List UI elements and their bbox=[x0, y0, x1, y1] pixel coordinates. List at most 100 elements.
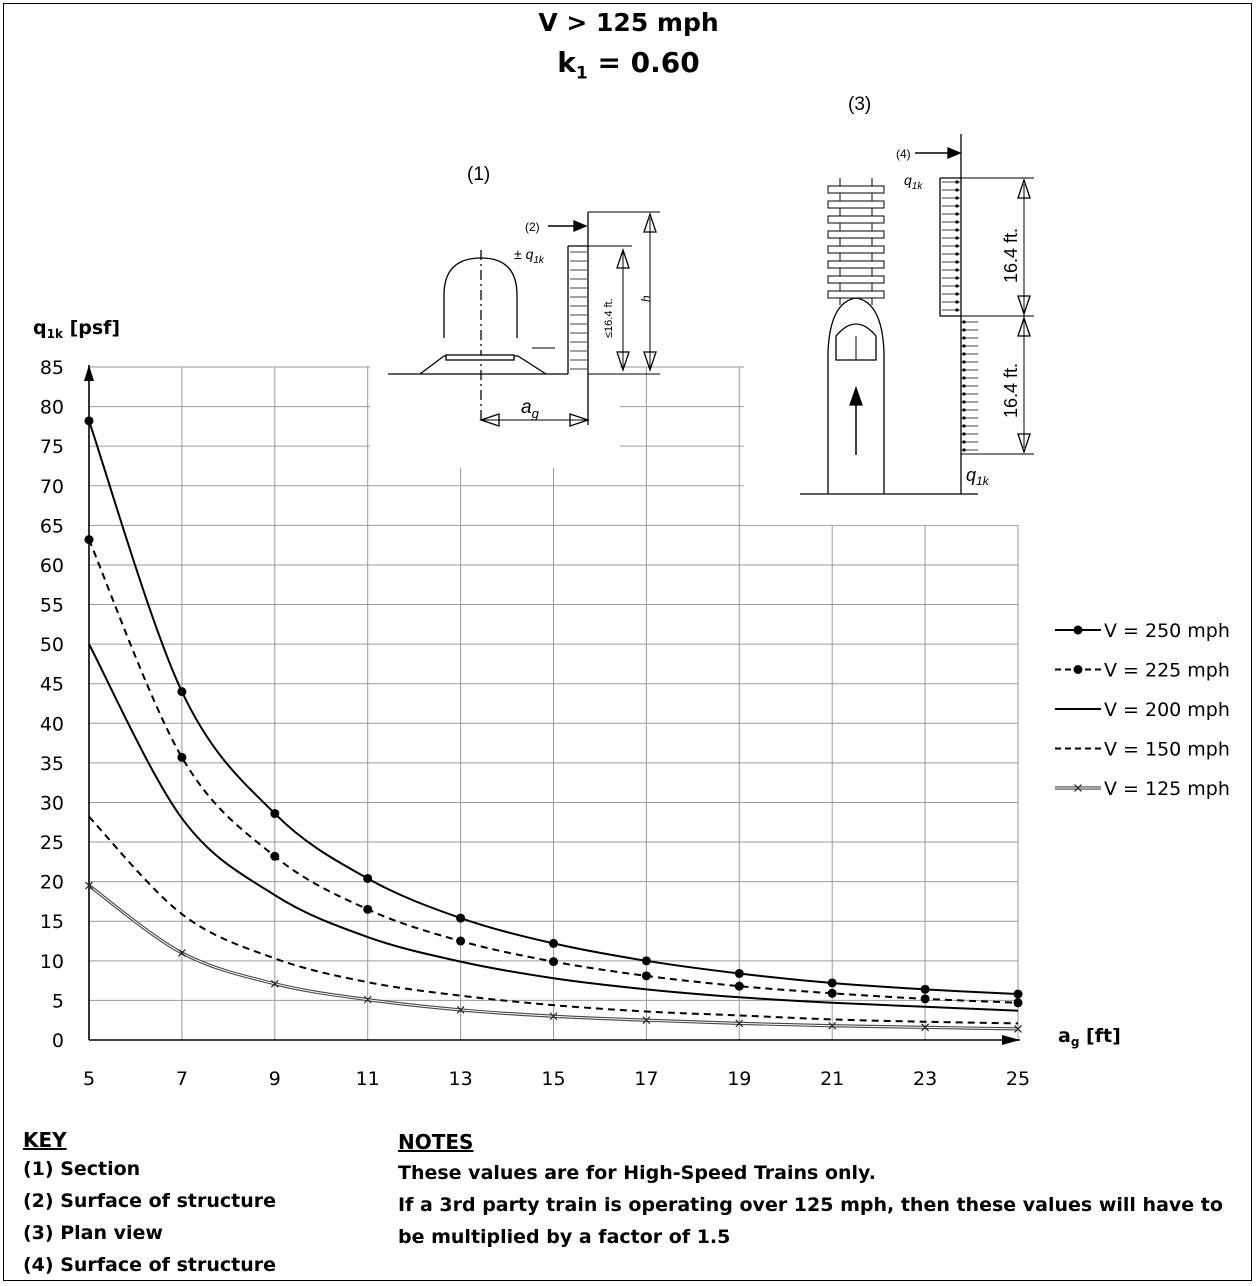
load-arrowhead bbox=[962, 400, 966, 404]
y-axis-title: q1k [psf] bbox=[33, 317, 120, 341]
diagram3-q-bottom-label: q1k bbox=[966, 465, 990, 488]
series-line bbox=[88, 539, 1019, 1004]
data-point bbox=[734, 968, 744, 978]
diagram1-dim-label: ≤16.4 ft. bbox=[603, 298, 615, 338]
y-tick-label: 15 bbox=[40, 911, 64, 933]
rail-tie bbox=[827, 245, 885, 254]
notes-heading: NOTES bbox=[398, 1130, 474, 1154]
load-arrowhead bbox=[962, 360, 966, 364]
diagram1-q-label: ± q1k bbox=[514, 246, 545, 266]
load-arrowhead bbox=[955, 220, 959, 224]
key-item-2: (2) Surface of structure bbox=[23, 1190, 276, 1212]
data-point bbox=[177, 752, 187, 762]
key-heading: KEY bbox=[23, 1128, 67, 1152]
x-tick-label: 11 bbox=[356, 1068, 380, 1090]
data-point bbox=[84, 535, 94, 545]
series-line bbox=[88, 420, 1019, 996]
y-tick-label: 45 bbox=[40, 674, 64, 696]
data-point bbox=[270, 851, 280, 861]
marker-2: (2) bbox=[525, 220, 540, 234]
x-tick-label: 9 bbox=[269, 1068, 281, 1090]
chart-grid bbox=[89, 366, 1019, 1040]
load-arrowhead bbox=[962, 320, 966, 324]
rail-tie bbox=[827, 290, 885, 299]
load-arrowhead bbox=[955, 204, 959, 208]
load-arrowhead bbox=[962, 336, 966, 340]
data-point bbox=[921, 1023, 930, 1032]
diagram3-dim-lower: 16.4 ft. bbox=[1001, 363, 1021, 418]
data-point bbox=[177, 948, 186, 957]
data-point bbox=[642, 1016, 651, 1025]
load-arrowhead bbox=[955, 212, 959, 216]
data-point bbox=[1013, 989, 1023, 999]
load-arrowhead bbox=[962, 416, 966, 420]
y-tick-label: 70 bbox=[40, 476, 64, 498]
x-tick-label: 25 bbox=[1006, 1068, 1030, 1090]
data-point bbox=[1073, 625, 1083, 635]
x-tick-label: 19 bbox=[727, 1068, 751, 1090]
data-point bbox=[456, 913, 466, 923]
title-k-subscript: 1 bbox=[575, 63, 588, 84]
load-arrowhead bbox=[962, 424, 966, 428]
y-tick-label: 20 bbox=[40, 872, 64, 894]
rail-tie bbox=[827, 215, 885, 224]
data-point bbox=[641, 971, 651, 981]
y-tick-label: 40 bbox=[40, 713, 64, 735]
x-axis-arrow bbox=[1002, 1035, 1020, 1045]
marker-4: (4) bbox=[896, 147, 911, 161]
y-tick-label: 80 bbox=[40, 397, 64, 419]
load-arrowhead bbox=[955, 284, 959, 288]
legend-label: V = 200 mph bbox=[1104, 699, 1230, 721]
data-point bbox=[734, 981, 744, 991]
load-arrowhead bbox=[962, 384, 966, 388]
load-arrowhead bbox=[955, 252, 959, 256]
data-point bbox=[363, 873, 373, 883]
data-point bbox=[456, 936, 466, 946]
load-arrowhead bbox=[955, 228, 959, 232]
load-arrowhead bbox=[955, 244, 959, 248]
legend-label: V = 225 mph bbox=[1104, 660, 1230, 682]
load-arrowhead bbox=[962, 448, 966, 452]
data-point bbox=[920, 994, 930, 1004]
diagram1-label: (1) bbox=[467, 164, 490, 185]
x-axis-title: ag [ft] bbox=[1058, 1025, 1121, 1049]
load-arrowhead bbox=[962, 392, 966, 396]
key-item-1: (1) Section bbox=[23, 1158, 141, 1180]
chart-series bbox=[84, 416, 1023, 1033]
figure-frame bbox=[3, 3, 1252, 1281]
load-arrowhead bbox=[962, 328, 966, 332]
y-tick-label: 60 bbox=[40, 555, 64, 577]
load-arrowhead bbox=[955, 276, 959, 280]
load-arrowhead bbox=[955, 180, 959, 184]
diagram1-h-label: h bbox=[639, 295, 653, 302]
data-point bbox=[827, 978, 837, 988]
plan-view-diagram: (3) 16.4 ft. 16.4 ft. (4) q1k q1k bbox=[744, 85, 1034, 525]
data-point bbox=[735, 1019, 744, 1028]
data-point bbox=[549, 957, 558, 967]
load-arrowhead bbox=[962, 376, 966, 380]
diagram3-label: (3) bbox=[848, 94, 871, 115]
notes-line-1: These values are for High-Speed Trains o… bbox=[398, 1162, 876, 1184]
data-point bbox=[270, 809, 280, 819]
x-tick-label: 23 bbox=[913, 1068, 937, 1090]
legend-label: V = 250 mph bbox=[1104, 620, 1230, 642]
y-tick-label: 5 bbox=[52, 990, 64, 1012]
title-k: k bbox=[557, 46, 576, 79]
series-line bbox=[88, 643, 1019, 1012]
title-velocity: V > 125 mph bbox=[538, 8, 719, 37]
y-tick-label: 65 bbox=[40, 515, 64, 537]
x-tick-label: 17 bbox=[634, 1068, 658, 1090]
x-tick-label: 21 bbox=[820, 1068, 844, 1090]
data-point bbox=[828, 1021, 837, 1030]
load-arrowhead bbox=[955, 308, 959, 312]
legend-label: V = 150 mph bbox=[1104, 739, 1230, 761]
data-point bbox=[1073, 665, 1083, 674]
y-tick-label: 85 bbox=[40, 357, 64, 379]
load-arrowhead bbox=[955, 188, 959, 192]
data-point bbox=[549, 938, 558, 948]
load-arrowhead bbox=[962, 432, 966, 436]
data-point bbox=[827, 988, 837, 998]
key-item-3: (3) Plan view bbox=[23, 1222, 163, 1244]
load-arrowhead bbox=[955, 268, 959, 272]
